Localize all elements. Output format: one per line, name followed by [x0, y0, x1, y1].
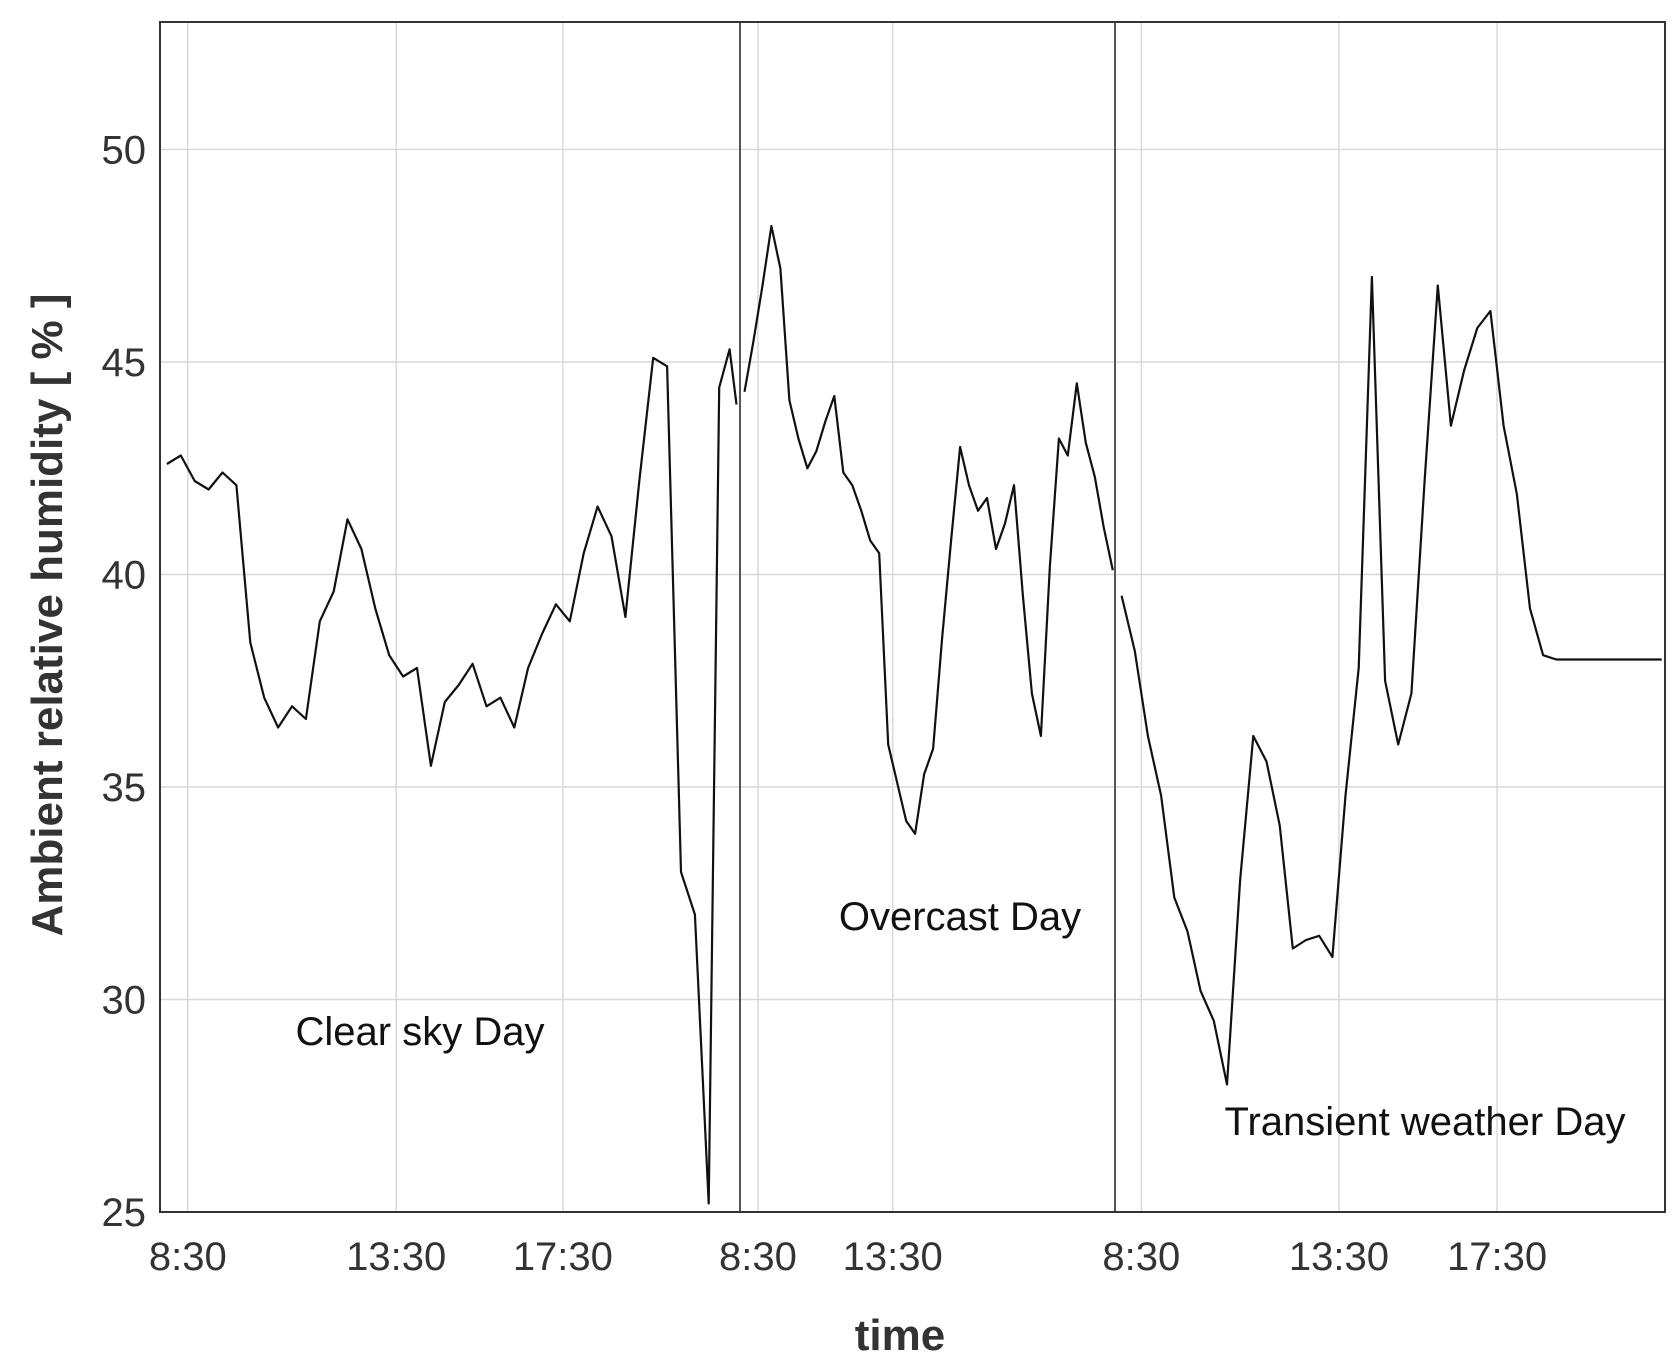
x-tick-label: 8:30 [1102, 1235, 1180, 1279]
day-annotation: Overcast Day [839, 895, 1081, 939]
day-separators [739, 22, 1116, 1212]
day-annotation: Transient weather Day [1225, 1100, 1626, 1144]
humidity-series-day-1 [166, 348, 738, 1205]
x-tick-label: 13:30 [843, 1235, 943, 1279]
y-tick-label: 40 [102, 554, 147, 598]
y-axis-title: Ambient relative humidity [ % ] [23, 294, 72, 937]
x-tick-label: 17:30 [1447, 1235, 1547, 1279]
plot-frame [159, 21, 1666, 1213]
y-tick-label: 45 [102, 341, 147, 385]
y-tick-label: 30 [102, 979, 147, 1023]
x-tick-label: 8:30 [149, 1235, 227, 1279]
y-tick-label: 50 [102, 129, 147, 173]
x-axis-title: time [855, 1311, 945, 1360]
x-tick-label: 13:30 [346, 1235, 446, 1279]
plot-border [159, 21, 1666, 1213]
y-tick-label: 35 [102, 766, 147, 810]
x-tick-label: 17:30 [513, 1235, 613, 1279]
humidity-series-day-3 [1120, 275, 1662, 1086]
x-tick-label: 8:30 [719, 1235, 797, 1279]
annotations: Clear sky Day Overcast Day Transient weath… [296, 895, 1626, 1144]
y-tick-label: 25 [102, 1191, 147, 1235]
day-annotation: Clear sky Day [296, 1010, 545, 1054]
data-layer [166, 224, 1662, 1205]
grid-layer [160, 22, 1665, 1213]
tick-labels: 25 30 35 40 45 50 8:30 13:30 17:30 8:30 13:30 8:30 1… [102, 129, 1548, 1280]
humidity-series-day-2 [743, 224, 1114, 835]
x-tick-label: 13:30 [1289, 1235, 1389, 1279]
